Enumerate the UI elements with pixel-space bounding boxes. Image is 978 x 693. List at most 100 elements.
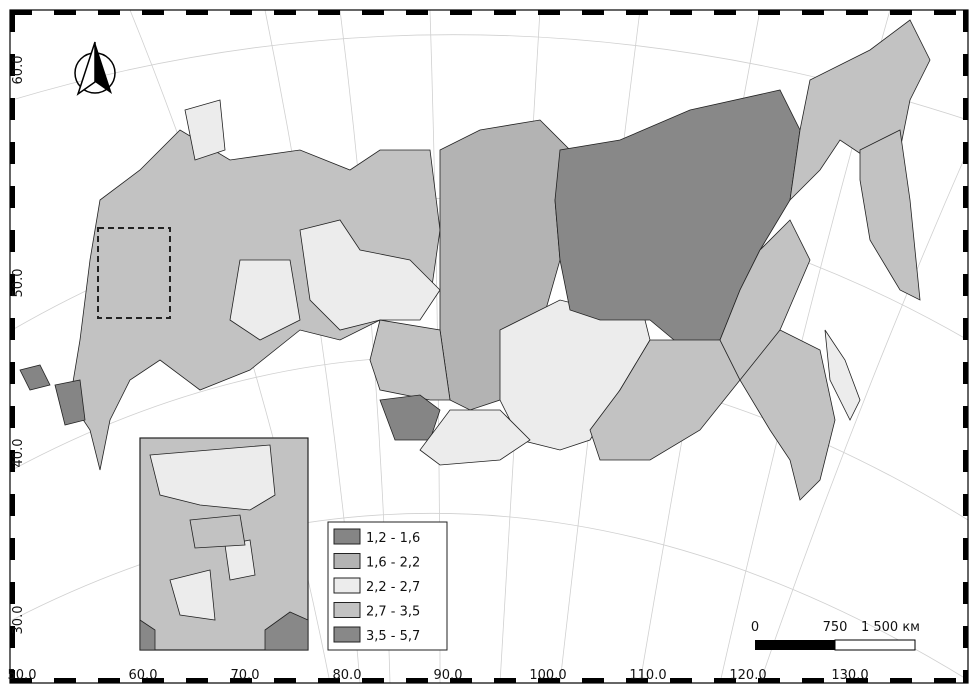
region	[169, 569, 216, 621]
legend-label: 1,6 - 2,2	[366, 556, 420, 571]
frame-tick	[10, 10, 32, 15]
frame-tick	[758, 10, 780, 15]
legend-swatch	[333, 528, 361, 545]
frame-tick	[274, 10, 296, 15]
frame-tick	[963, 494, 968, 516]
frame-tick	[670, 10, 692, 15]
frame-tick	[10, 274, 15, 296]
frame-tick	[963, 274, 968, 296]
lat-label: 50.0	[11, 269, 26, 298]
frame-tick	[890, 10, 912, 15]
frame-tick	[10, 450, 15, 472]
frame-tick	[670, 678, 692, 683]
region	[139, 619, 156, 651]
frame-tick	[963, 538, 968, 560]
inset	[139, 437, 309, 651]
frame-tick	[963, 670, 968, 683]
lon-label: 100.0	[529, 668, 566, 683]
frame-tick	[318, 678, 340, 683]
frame-tick	[714, 678, 736, 683]
frame-tick	[963, 54, 968, 76]
north-arrow	[74, 41, 116, 96]
frame-tick	[10, 10, 15, 32]
frame-tick	[494, 10, 516, 15]
lon-label: 70.0	[231, 668, 260, 683]
regions	[19, 19, 931, 501]
lon-label: 80.0	[333, 668, 362, 683]
frame-tick	[963, 362, 968, 384]
region	[189, 514, 246, 549]
frame-tick	[10, 626, 15, 648]
frame-tick	[10, 678, 32, 683]
legend-swatch	[333, 577, 361, 594]
frame-tick	[758, 678, 780, 683]
lon-label: 60.0	[129, 668, 158, 683]
frame-tick	[934, 678, 956, 683]
frame-tick	[846, 678, 868, 683]
region	[184, 99, 226, 161]
frame-tick	[318, 10, 340, 15]
frame-tick	[274, 678, 296, 683]
region	[824, 329, 861, 421]
frame-tick	[98, 678, 120, 683]
legend-label: 2,2 - 2,7	[366, 580, 420, 595]
region	[369, 319, 451, 401]
frame-tick	[186, 678, 208, 683]
frame-tick	[450, 678, 472, 683]
frame-tick	[10, 362, 15, 384]
frame-tick	[582, 678, 604, 683]
region	[229, 259, 301, 341]
region	[19, 364, 51, 391]
frame-tick	[230, 10, 252, 15]
frame-tick	[142, 10, 164, 15]
inset-marker	[97, 227, 171, 319]
frame-tick	[362, 678, 384, 683]
frame-tick	[714, 10, 736, 15]
frame-border	[9, 9, 969, 684]
frame-tick	[890, 678, 912, 683]
frame-tick	[450, 10, 472, 15]
frame-tick	[98, 10, 120, 15]
frame-tick	[10, 318, 15, 340]
lat-label: 30.0	[11, 606, 26, 635]
frame-tick	[10, 142, 15, 164]
frame-tick	[10, 670, 15, 683]
frame-tick	[626, 678, 648, 683]
frame-tick	[963, 230, 968, 252]
frame-tick	[626, 10, 648, 15]
frame-tick	[963, 142, 968, 164]
scale-label: 750	[823, 620, 848, 635]
frame-tick	[802, 10, 824, 15]
region	[419, 409, 531, 466]
legend-swatch	[333, 626, 361, 643]
lon-label: 90.0	[434, 668, 463, 683]
region	[859, 129, 921, 301]
scale-bar	[755, 639, 916, 651]
legend-label: 1,2 - 1,6	[366, 531, 420, 546]
frame-tick	[186, 10, 208, 15]
lat-label: 60.0	[11, 56, 26, 85]
legend-label: 3,5 - 5,7	[366, 629, 420, 644]
legend-swatch	[333, 553, 361, 569]
legend-swatch	[333, 602, 361, 618]
labels: 50.0 60.0 70.0 80.0 90.0 100.0 110.0 120.0 130.0…	[8, 56, 920, 683]
legend: 1,2 - 1,6 1,6 - 2,2 2,2 - 2,7 2,7 - 3,5 3,5 …	[333, 528, 420, 644]
frame-tick	[582, 10, 604, 15]
frame-tick	[10, 54, 15, 76]
frame-tick	[963, 98, 968, 120]
region	[789, 19, 931, 202]
frame-tick	[406, 10, 428, 15]
lon-label: 110.0	[629, 668, 666, 683]
frame-tick	[362, 10, 384, 15]
frame-tick	[846, 10, 868, 15]
frame-tick	[142, 678, 164, 683]
legend-label: 2,7 - 3,5	[366, 605, 420, 620]
frame-tick	[54, 10, 76, 15]
region	[264, 611, 309, 651]
frame-tick	[538, 678, 560, 683]
frame-tick	[10, 186, 15, 208]
region	[299, 219, 441, 331]
scale-label: 1 500 км	[861, 620, 920, 635]
lon-label: 50.0	[8, 668, 37, 683]
